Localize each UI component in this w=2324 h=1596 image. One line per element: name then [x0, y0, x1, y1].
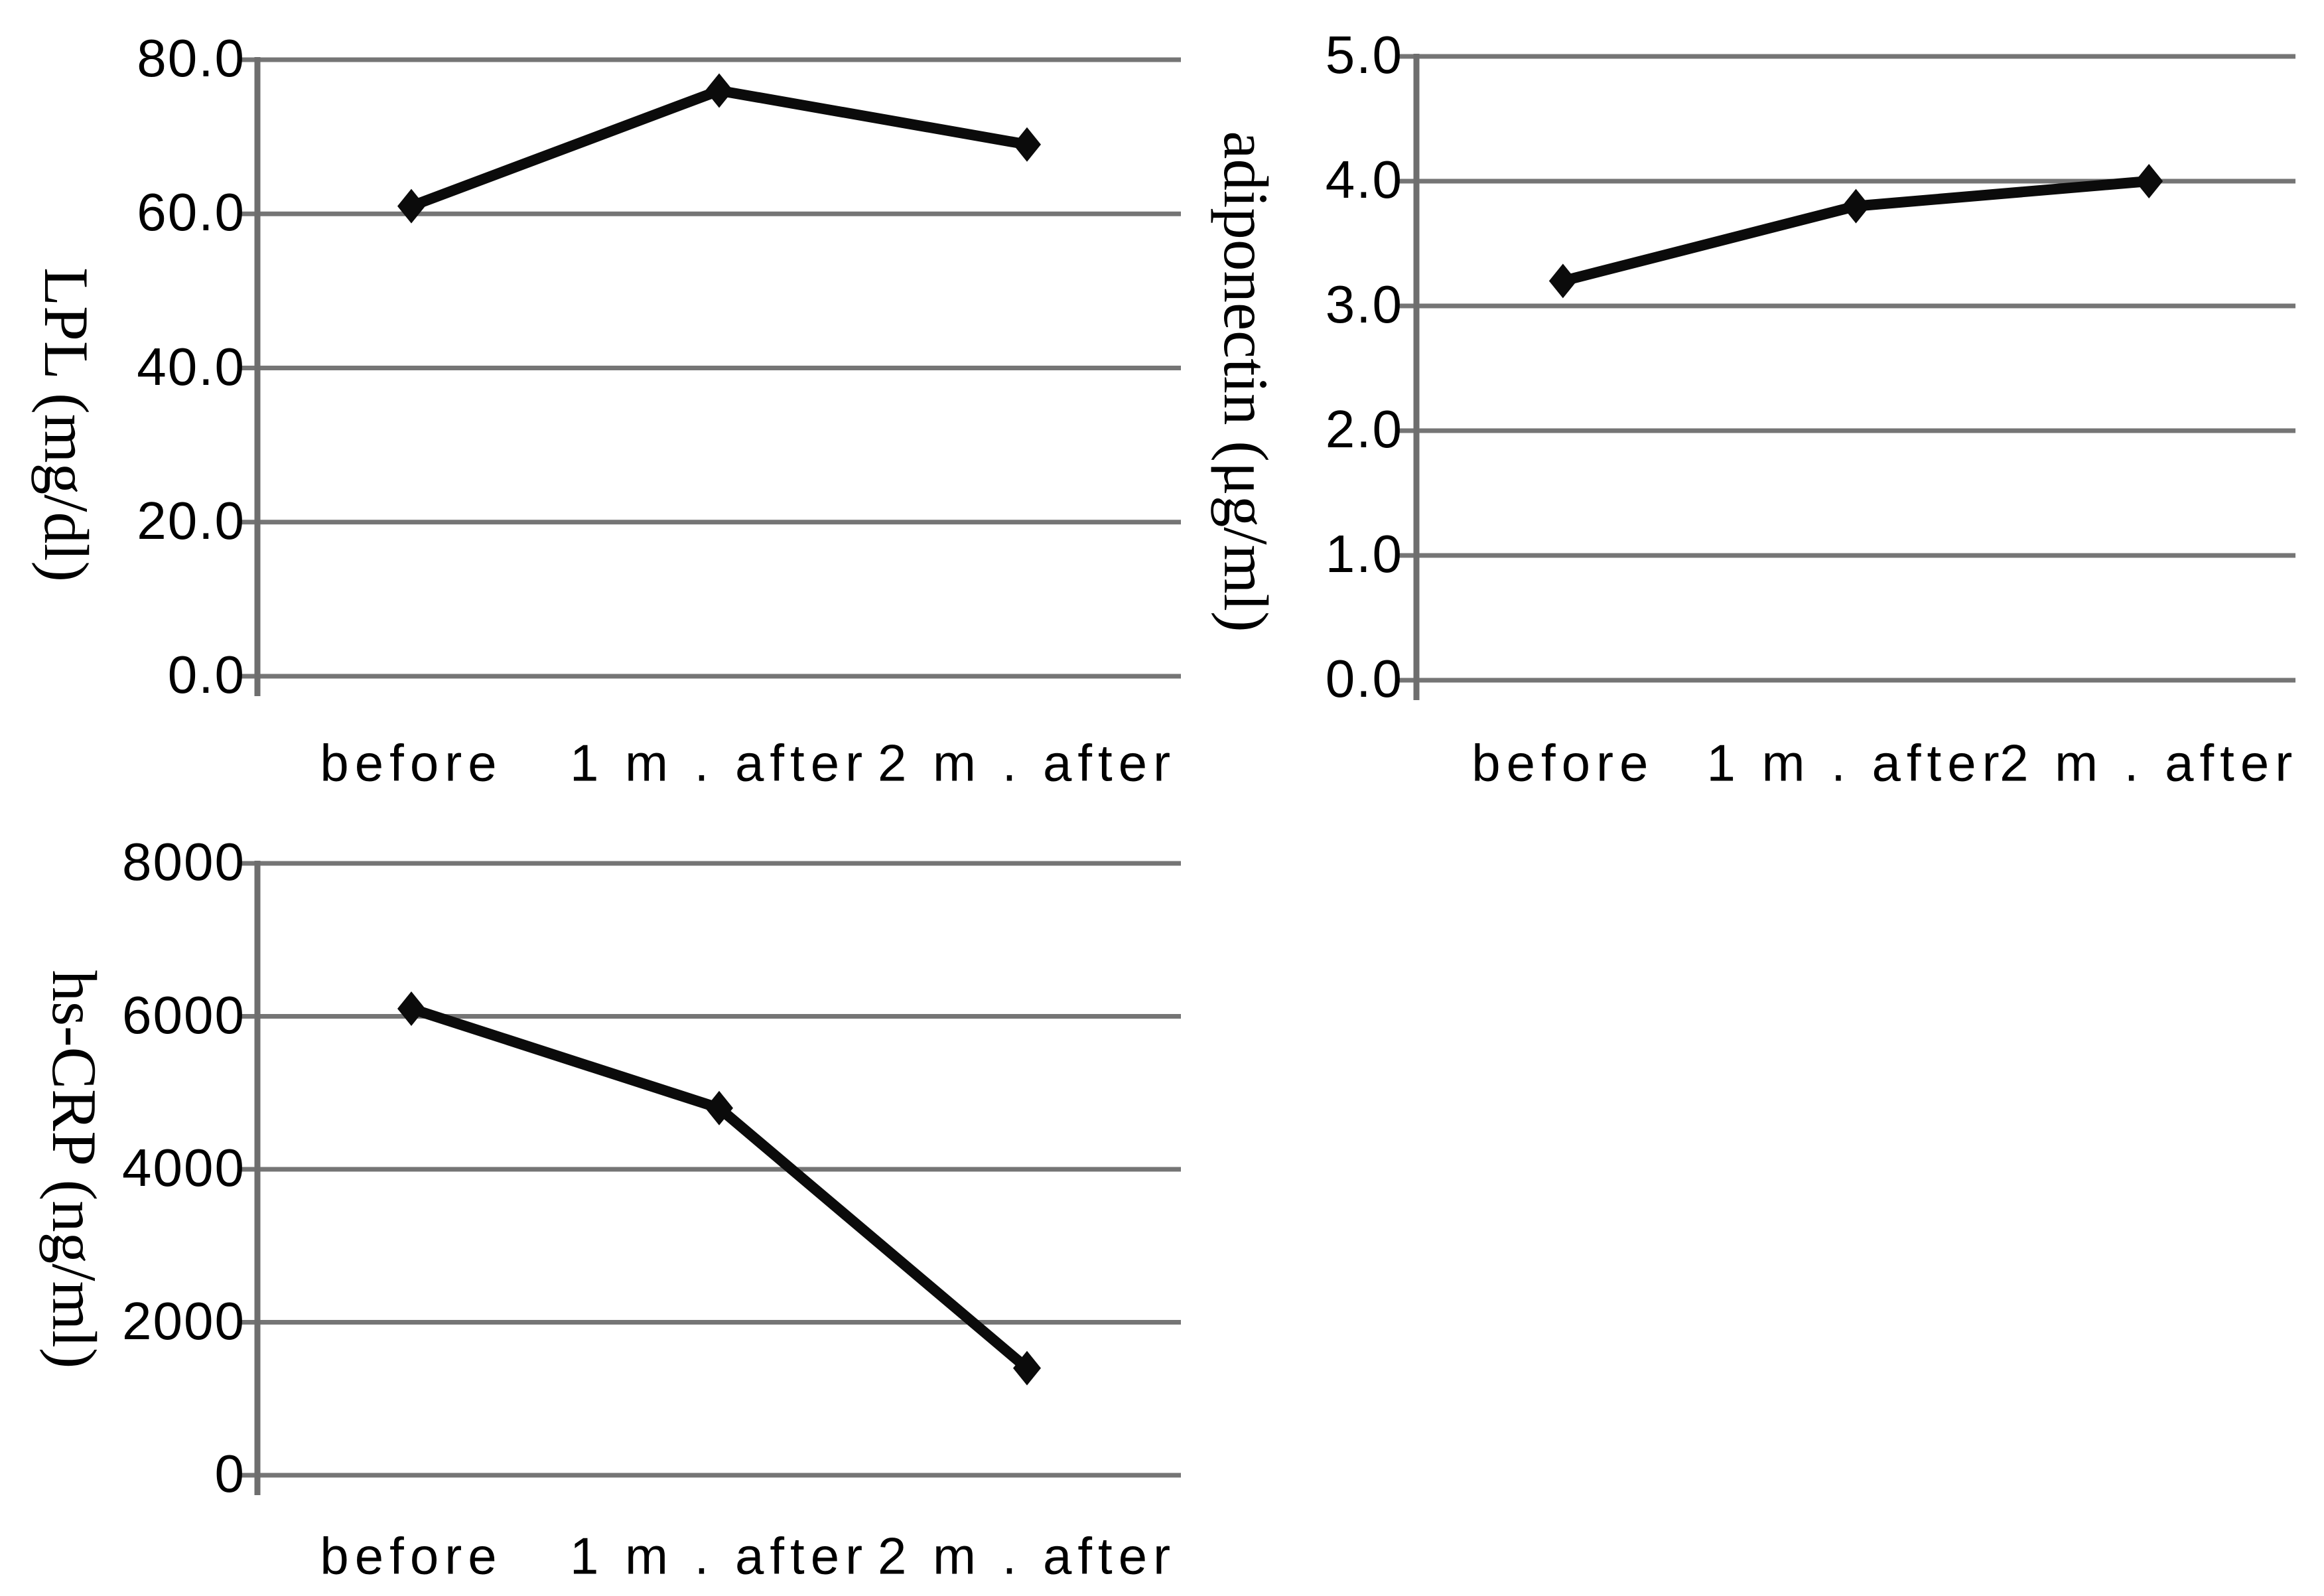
- data-point-marker: [397, 188, 425, 224]
- data-point-marker: [397, 991, 425, 1026]
- y-tick-label: 6000: [122, 985, 245, 1045]
- x-tick-label: before: [320, 733, 503, 792]
- data-line: [1561, 176, 2150, 287]
- data-line: [409, 1003, 1031, 1372]
- data-point-marker: [1013, 1350, 1041, 1386]
- data-point-marker: [1548, 263, 1577, 299]
- x-tick-label: 2 m . after: [877, 733, 1177, 792]
- y-tick-label: 1.0: [1325, 524, 1403, 584]
- x-tick-label: 1 m . after: [569, 1526, 869, 1585]
- y-tick-label: 80.0: [137, 29, 245, 88]
- y-tick-label: 0: [214, 1444, 245, 1504]
- y-tick-label: 4000: [122, 1138, 245, 1198]
- x-tick-label: 1 m . after: [1706, 733, 2006, 792]
- y-tick-label: 4.0: [1325, 150, 1403, 210]
- y-tick-label: 40.0: [137, 336, 245, 396]
- y-axis-title-hscrp: hs-CRP (ng/ml): [39, 970, 109, 1369]
- y-tick-label: 8000: [122, 832, 245, 892]
- data-point-marker: [1842, 188, 1870, 224]
- y-tick-label: 60.0: [137, 182, 245, 242]
- x-tick-label: before: [1471, 733, 1655, 792]
- y-axis-title-adiponectin: adiponectin (μg/ml): [1211, 131, 1281, 632]
- y-axis-title-lpl: LPL (mg/dl): [31, 267, 102, 583]
- y-tick-label: 0.0: [167, 645, 245, 705]
- data-line: [409, 85, 1028, 212]
- y-tick-label: 2000: [122, 1291, 245, 1350]
- data-point-marker: [1013, 127, 1041, 162]
- data-point-marker: [2135, 164, 2163, 198]
- x-tick-label: 1 m . after: [569, 733, 869, 792]
- y-tick-label: 2.0: [1325, 399, 1403, 459]
- x-tick-label: 2 m . after: [877, 1526, 1177, 1585]
- data-point-marker: [705, 1090, 733, 1125]
- x-tick-label: before: [320, 1526, 503, 1585]
- data-point-marker: [705, 73, 733, 108]
- y-tick-label: 20.0: [137, 490, 245, 550]
- y-tick-label: 3.0: [1325, 275, 1403, 334]
- x-tick-label: 2 m . after: [2000, 733, 2299, 792]
- y-tick-label: 5.0: [1325, 25, 1403, 85]
- y-tick-label: 0.0: [1325, 649, 1403, 709]
